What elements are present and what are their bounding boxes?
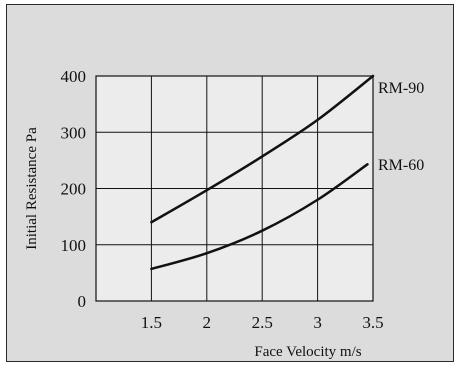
x-tick-labels: 1.5 2 2.5 3 3.5 xyxy=(141,313,384,332)
series-labels: RM-90 RM-60 xyxy=(378,80,424,174)
series-group xyxy=(150,74,375,271)
x-axis-title: Face Velocity m/s xyxy=(254,344,361,360)
series-line-rm-60 xyxy=(150,163,369,271)
series-label-rm-90: RM-90 xyxy=(378,80,424,97)
y-tick-label: 0 xyxy=(78,292,87,311)
y-axis-title: Initial Resistance Pa xyxy=(24,127,40,250)
y-tick-labels: 0 100 200 300 400 xyxy=(61,67,87,311)
series-label-rm-60: RM-60 xyxy=(378,157,424,174)
series-line-rm-90 xyxy=(150,74,375,224)
y-tick-label: 200 xyxy=(61,180,87,199)
x-tick-label: 3.5 xyxy=(362,313,383,332)
x-tick-label: 2.5 xyxy=(252,313,273,332)
x-tick-label: 1.5 xyxy=(141,313,162,332)
y-tick-label: 300 xyxy=(61,123,87,142)
plot-frame xyxy=(95,75,374,302)
x-tick-label: 3 xyxy=(313,313,322,332)
y-tick-label: 100 xyxy=(61,236,87,255)
x-tick-label: 2 xyxy=(203,313,212,332)
y-tick-label: 400 xyxy=(61,67,87,86)
